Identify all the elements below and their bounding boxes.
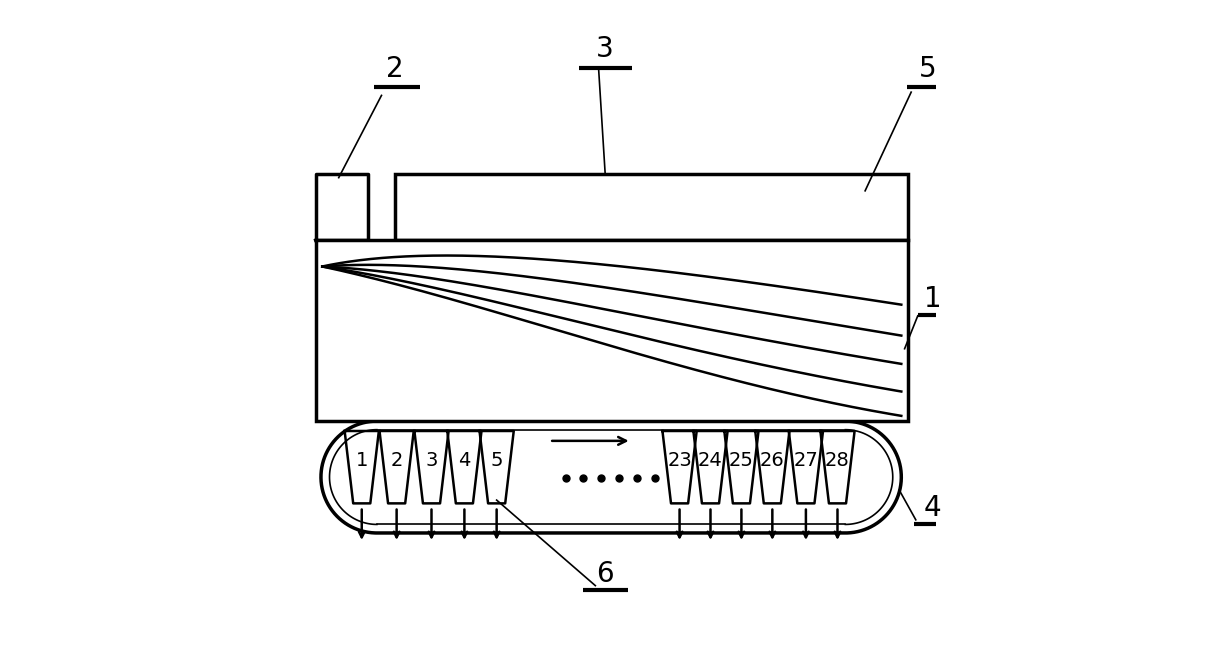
Text: 28: 28 bbox=[825, 451, 849, 470]
Text: 4: 4 bbox=[459, 451, 471, 470]
Text: 3: 3 bbox=[596, 36, 615, 63]
Text: 26: 26 bbox=[759, 451, 785, 470]
Text: 1: 1 bbox=[355, 451, 368, 470]
Text: 4: 4 bbox=[924, 494, 942, 522]
Text: 5: 5 bbox=[490, 451, 503, 470]
Text: 25: 25 bbox=[729, 451, 753, 470]
Bar bbox=[394, 174, 908, 240]
Text: 1: 1 bbox=[924, 286, 942, 313]
Text: 2: 2 bbox=[386, 55, 404, 83]
Text: 23: 23 bbox=[667, 451, 692, 470]
Bar bbox=[315, 240, 908, 421]
Text: 3: 3 bbox=[425, 451, 438, 470]
Text: 2: 2 bbox=[391, 451, 403, 470]
Text: 6: 6 bbox=[596, 560, 615, 588]
Text: 24: 24 bbox=[699, 451, 723, 470]
Text: 27: 27 bbox=[793, 451, 818, 470]
Text: 5: 5 bbox=[919, 55, 936, 83]
